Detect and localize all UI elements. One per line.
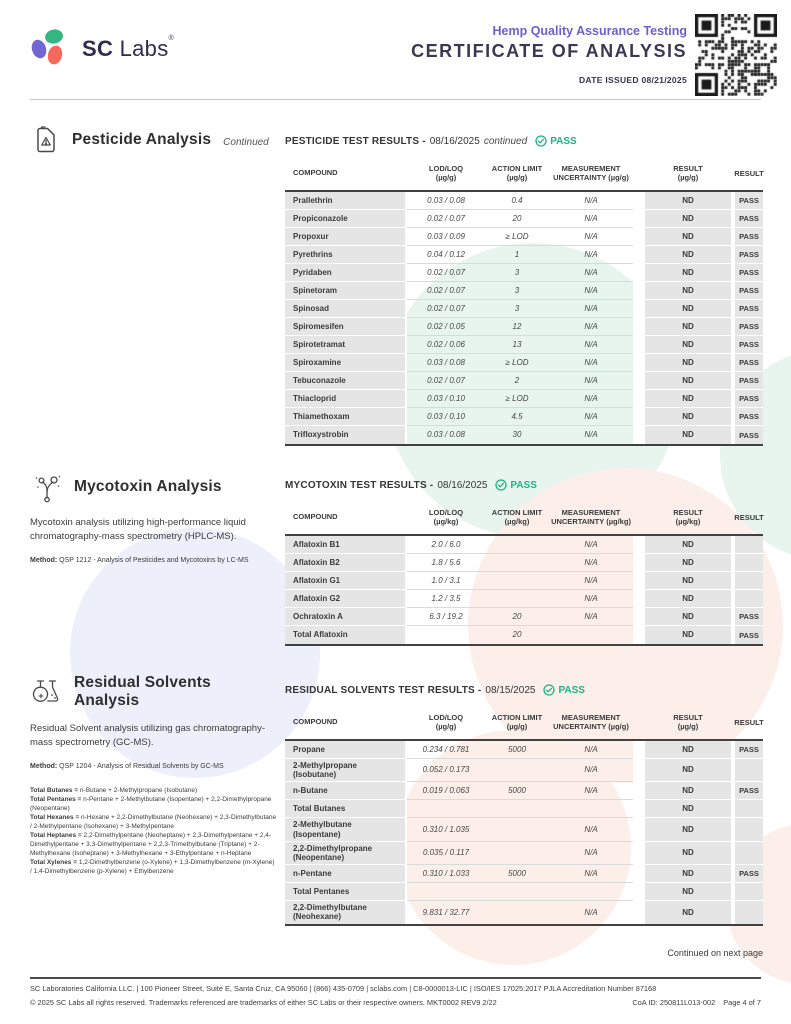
sc-labs-logo-icon (31, 29, 63, 65)
table-row: Spirotetramat 0.02 / 0.06 13 N/A ND PASS (285, 336, 763, 354)
section-title-mycotoxin: Mycotoxin Analysis (74, 478, 222, 495)
solvents-results-title: RESIDUAL SOLVENTS TEST RESULTS - 08/15/2… (285, 684, 585, 696)
check-circle-icon (535, 135, 547, 147)
footer-copyright: © 2025 SC Labs all rights reserved. Trad… (30, 998, 497, 1007)
mycotoxin-method: Method: QSP 1212 - Analysis of Pesticide… (30, 556, 249, 564)
table-row: 2,2-Dimethylpropane (Neopentane) 0.035 / … (285, 841, 763, 866)
definition-line: Total Pentanes = n-Pentane + 2-Methylbut… (30, 796, 272, 813)
definition-line: Total Xylenes = 1,2-Dimethylbenzene (o-X… (30, 859, 275, 876)
decor-blob-peach (396, 730, 631, 965)
table-row: Thiamethoxam 0.03 / 0.10 4.5 N/A ND PASS (285, 408, 763, 426)
coa-id: CoA ID: 250811L013-002 (632, 998, 716, 1007)
section-title-pesticide: Pesticide Analysis (72, 131, 212, 148)
table-row: Total Butanes ND (285, 800, 763, 819)
table-row: Thiacloprid 0.03 / 0.10 ≥ LOD N/A ND PASS (285, 390, 763, 408)
table-row: n-Pentane 0.310 / 1.033 5000 N/A ND PASS (285, 865, 763, 884)
page-number: Page 4 of 7 (723, 998, 761, 1007)
table-header-row: COMPOUND LOD/LOQ (µg/kg) ACTION LIMIT (µg/… (285, 500, 764, 536)
decor-blob-blue (70, 528, 320, 778)
table-header-row: COMPOUND LOD/LOQ (µg/g) ACTION LIMIT (µg/g… (285, 705, 764, 741)
table-row: Tebuconazole 0.02 / 0.07 2 N/A ND PASS (285, 372, 763, 390)
mycotoxin-table: COMPOUND LOD/LOQ (µg/kg) ACTION LIMIT (µg/… (285, 500, 764, 646)
date-issued: DATE ISSUED 08/21/2025 (578, 75, 687, 85)
solvents-description: Residual Solvent analysis utilizing gas … (30, 723, 265, 748)
table-row: Spiromesifen 0.02 / 0.05 12 N/A ND PASS (285, 318, 763, 336)
table-row: Aflatoxin B1 2.0 / 6.0 N/A ND (285, 536, 763, 554)
mycotoxin-spore-icon (35, 475, 61, 503)
solvents-method: Method: QSP 1204 - Analysis of Residual … (30, 762, 224, 770)
section-title-suffix: Continued (223, 136, 269, 148)
check-circle-icon (495, 479, 508, 491)
pass-badge: PASS (495, 479, 537, 491)
sc-labs-logo: SC Labs® (28, 26, 174, 72)
qr-code (695, 14, 777, 96)
continued-note: Continued on next page (667, 948, 763, 958)
table-row: Trifloxystrobin 0.03 / 0.08 30 N/A ND PASS (285, 426, 763, 446)
mycotoxin-results-title: MYCOTOXIN TEST RESULTS - 08/16/2025 PASS (285, 479, 537, 491)
table-row: Spinosad 0.02 / 0.07 3 N/A ND PASS (285, 300, 763, 318)
table-row: Aflatoxin B2 1.8 / 5.6 N/A ND (285, 554, 763, 572)
table-row: Propoxur 0.03 / 0.09 ≥ LOD N/A ND PASS (285, 228, 763, 246)
definition-line: Total Hexanes = n-Hexane + 2,2-Dimethylb… (30, 814, 277, 831)
table-row: Spiroxamine 0.03 / 0.08 ≥ LOD N/A ND PASS (285, 354, 763, 372)
table-row: Aflatoxin G1 1.0 / 3.1 N/A ND (285, 572, 763, 590)
table-row: Prallethrin 0.03 / 0.08 0.4 N/A ND PASS (285, 192, 763, 210)
section-solvents-right: RESIDUAL SOLVENTS TEST RESULTS - 08/15/2… (285, 684, 764, 926)
section-mycotoxin-left: Mycotoxin Analysis Mycotoxin analysis ut… (30, 470, 278, 565)
footer-lab-info: SC Laboratories California LLC. | 100 Pi… (30, 984, 657, 993)
section-mycotoxin-right: MYCOTOXIN TEST RESULTS - 08/16/2025 PASS… (285, 479, 764, 646)
table-header-row: COMPOUND LOD/LOQ (µg/g) ACTION LIMIT (µg/g… (285, 156, 764, 192)
brand-text: SC Labs® (82, 34, 174, 61)
section-pesticide-right: PESTICIDE TEST RESULTS - 08/16/2025 cont… (285, 135, 764, 446)
table-row: 2,2-Dimethylbutane (Neohexane) 9.831 / 32… (285, 901, 763, 926)
table-row: Aflatoxin G2 1.2 / 3.5 N/A ND (285, 590, 763, 608)
table-row: 2-Methylbutane (Isopentane) 0.310 / 1.035… (285, 818, 763, 842)
pesticide-results-title: PESTICIDE TEST RESULTS - 08/16/2025 cont… (285, 135, 577, 147)
table-row: 2-Methylpropane (Isobutane) 0.052 / 0.173… (285, 759, 763, 783)
header-titles: Hemp Quality Assurance Testing CERTIFICA… (411, 24, 687, 85)
flasks-icon (32, 680, 59, 702)
table-row: Propiconazole 0.02 / 0.07 20 N/A ND PASS (285, 210, 763, 228)
table-row: Propane 0.234 / 0.781 5000 N/A ND PASS (285, 741, 763, 759)
section-title-solvents: Residual Solvents Analysis (74, 674, 211, 709)
pass-badge: PASS (535, 135, 577, 147)
table-row: n-Butane 0.019 / 0.063 5000 N/A ND PASS (285, 782, 763, 801)
solvents-definitions: Total Butanes = n-Butane + 2-Methylpropa… (30, 787, 278, 877)
definition-line: Total Heptanes = 2,2-Dimethylpentane (Ne… (30, 832, 272, 858)
pass-badge: PASS (543, 684, 585, 696)
solvents-table: COMPOUND LOD/LOQ (µg/g) ACTION LIMIT (µg/g… (285, 705, 764, 926)
footer-divider (30, 977, 761, 979)
pesticide-table: COMPOUND LOD/LOQ (µg/g) ACTION LIMIT (µg/g… (285, 156, 764, 446)
table-row: Spinetoram 0.02 / 0.07 3 N/A ND PASS (285, 282, 763, 300)
page-title: CERTIFICATE OF ANALYSIS (411, 41, 687, 61)
table-row: Total Aflatoxin 20 ND PASS (285, 626, 763, 646)
table-row: Total Pentanes ND (285, 883, 763, 902)
section-solvents-left: Residual Solvents Analysis Residual Solv… (30, 674, 278, 877)
header-subtitle: Hemp Quality Assurance Testing (492, 24, 688, 38)
mycotoxin-description: Mycotoxin analysis utilizing high-perfor… (30, 517, 246, 542)
table-row: Ochratoxin A 6.3 / 19.2 20 N/A ND PASS (285, 608, 763, 626)
table-row: Pyrethrins 0.04 / 0.12 1 N/A ND PASS (285, 246, 763, 264)
pesticide-jug-icon (37, 126, 55, 153)
section-pesticide-left: Pesticide Analysis Continued (30, 124, 278, 156)
check-circle-icon (543, 684, 556, 696)
table-row: Pyridaben 0.02 / 0.07 3 N/A ND PASS (285, 264, 763, 282)
footer-legal: © 2025 SC Labs all rights reserved. Trad… (30, 998, 761, 1007)
header-divider (30, 99, 761, 100)
definition-line: Total Butanes = n-Butane + 2-Methylpropa… (30, 787, 198, 795)
